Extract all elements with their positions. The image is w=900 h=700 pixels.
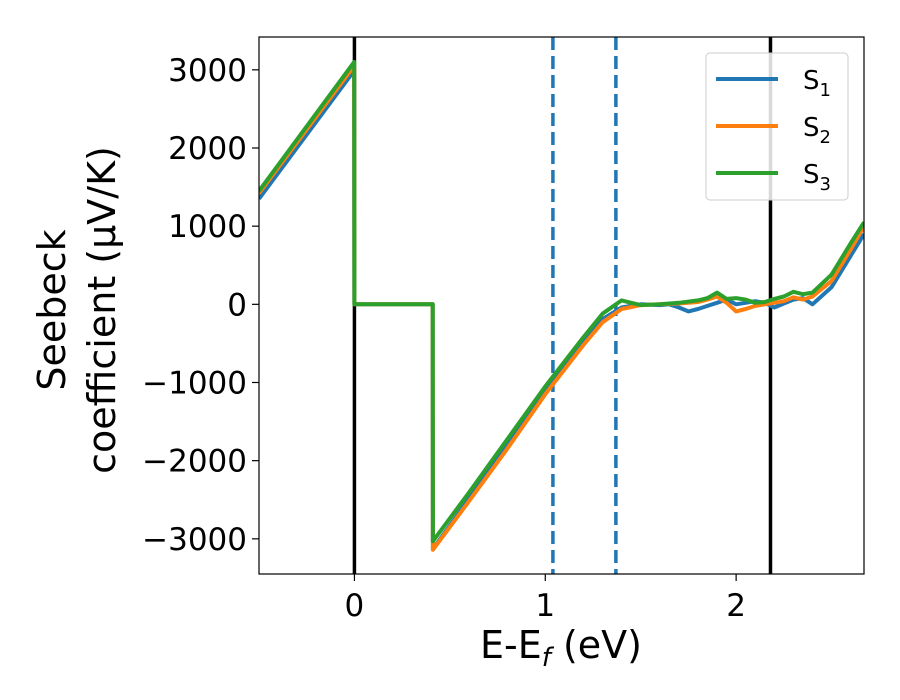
x-tick-label: 1 [535,588,555,624]
y-tick-label: −1000 [142,365,247,401]
y-axis-title-line-1: Seebeck [30,229,74,390]
y-tick-label: 1000 [168,209,247,245]
y-tick-label: 0 [227,287,247,323]
legend: S1 S2 S3 [705,52,849,201]
y-tick-label: −3000 [142,522,247,558]
plot-frame [258,36,865,575]
legend-label-s1: S1 [803,66,831,101]
y-axis-title-line-2: coefficient (μV/K) [80,146,124,474]
y-axis-ticks: 3000 2000 1000 0 −1000 −2000 −3000 [142,53,259,558]
y-tick-label: −2000 [142,444,247,480]
x-axis-title: E-Ef (eV) [480,623,642,673]
x-axis-ticks: 0 1 2 [345,574,746,624]
series-lines [259,60,864,552]
y-tick-label: 3000 [168,53,247,89]
y-axis-title: Seebeck coefficient (μV/K) [30,146,124,474]
y-tick-label: 2000 [168,131,247,167]
x-tick-label: 2 [726,588,746,624]
legend-label-s3: S3 [803,160,831,195]
legend-label-s2: S2 [803,113,831,148]
x-tick-label: 0 [345,588,365,624]
series-line-s3 [259,60,864,544]
